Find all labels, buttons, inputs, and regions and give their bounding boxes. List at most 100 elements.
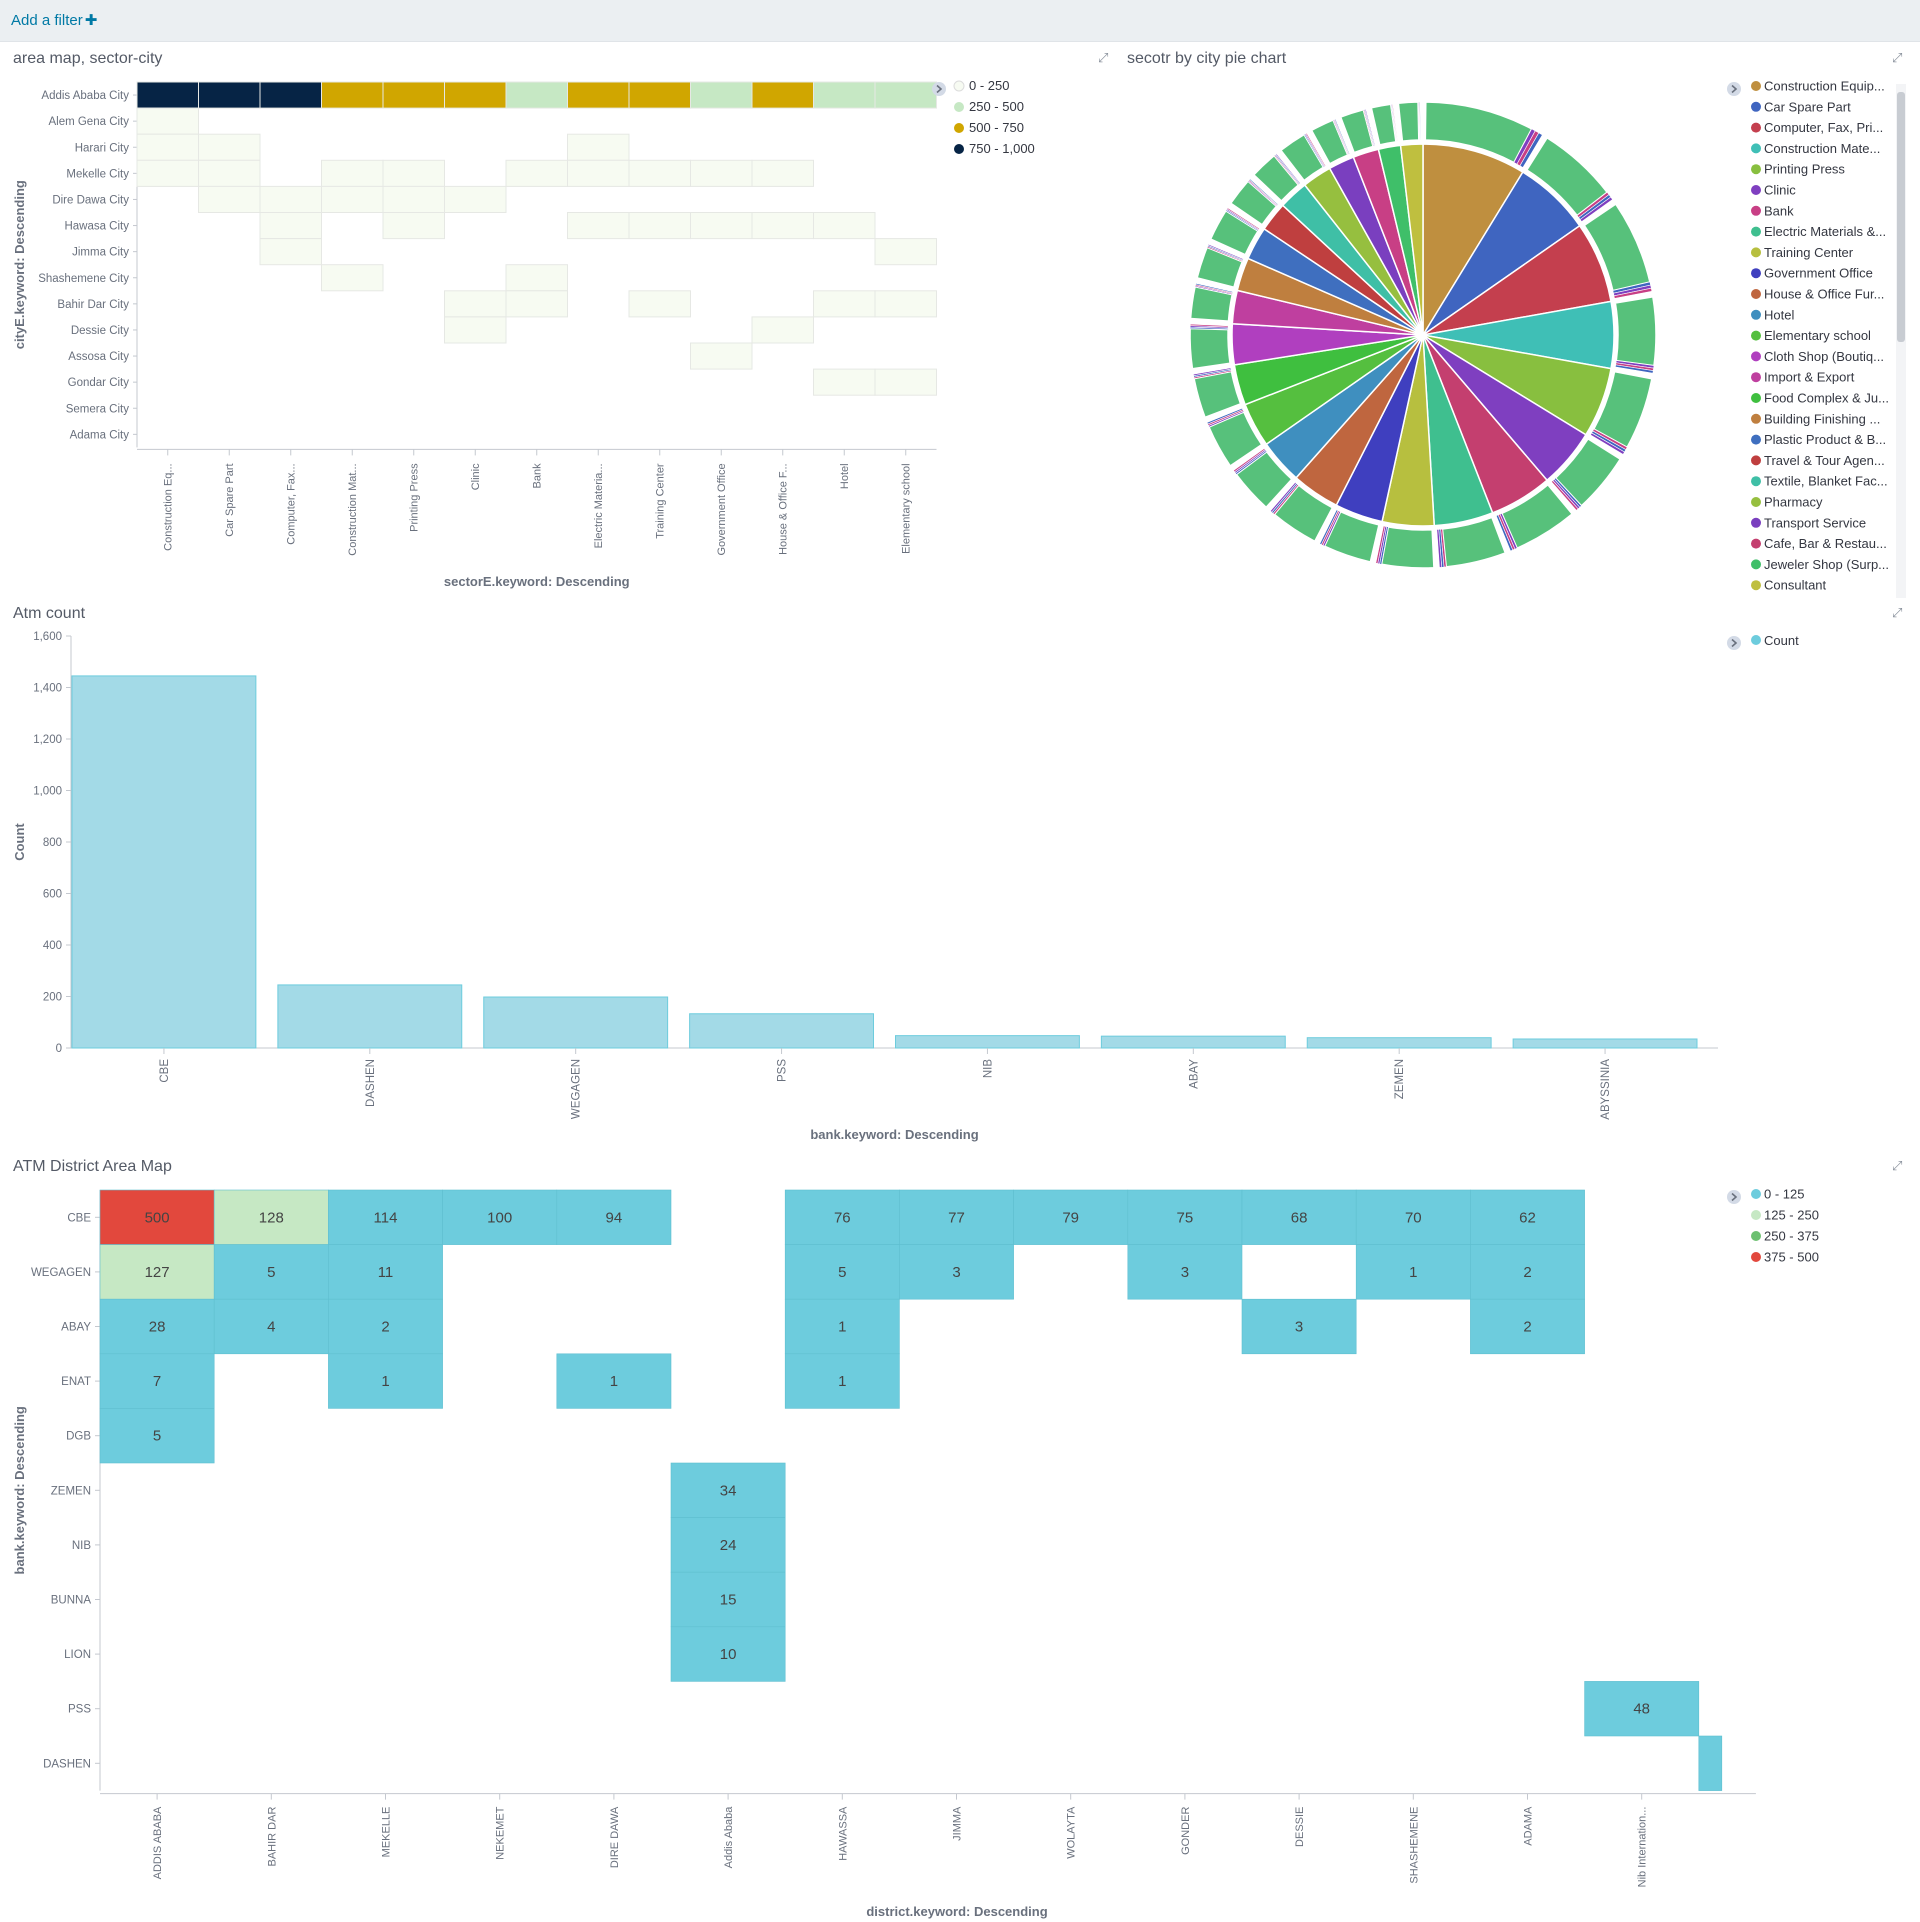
heatmap-cell[interactable] bbox=[784, 1353, 900, 1409]
bar[interactable] bbox=[71, 675, 257, 1049]
pie-ring-slice[interactable] bbox=[1519, 132, 1543, 168]
heatmap-cell[interactable] bbox=[690, 212, 753, 240]
heatmap-cell[interactable] bbox=[751, 159, 814, 187]
heatmap-cell[interactable] bbox=[1698, 1735, 1723, 1791]
heatmap-cell[interactable] bbox=[556, 1353, 672, 1409]
legend-swatch[interactable] bbox=[1751, 393, 1761, 403]
pie-ring-slice[interactable] bbox=[1248, 178, 1279, 206]
heatmap-cell[interactable] bbox=[1470, 1298, 1585, 1355]
pie-ring-slice[interactable] bbox=[1207, 243, 1244, 261]
heatmap-cell[interactable] bbox=[444, 316, 507, 344]
legend-swatch[interactable] bbox=[1751, 635, 1761, 645]
legend-toggle-circle[interactable] bbox=[1727, 1190, 1741, 1204]
heatmap-cell[interactable] bbox=[136, 81, 199, 109]
heatmap-cell[interactable] bbox=[567, 81, 630, 109]
chevron-right-icon[interactable] bbox=[936, 84, 943, 94]
chevron-right-icon[interactable] bbox=[1731, 638, 1738, 648]
pie-slice[interactable] bbox=[1399, 143, 1424, 336]
pie-ring-slice[interactable] bbox=[1193, 370, 1242, 419]
legend-swatch[interactable] bbox=[1751, 517, 1761, 528]
heatmap-cell[interactable] bbox=[99, 1353, 215, 1409]
bar[interactable] bbox=[895, 1035, 1080, 1049]
pie-ring-slice[interactable] bbox=[1613, 287, 1653, 299]
pie-ring-slice[interactable] bbox=[1590, 432, 1625, 455]
heatmap-cell[interactable] bbox=[213, 1189, 329, 1245]
legend-swatch[interactable] bbox=[1751, 1210, 1761, 1220]
pie-ring-slice[interactable] bbox=[1614, 295, 1657, 367]
pie-ring-slice[interactable] bbox=[1550, 480, 1579, 511]
pie-ring-slice[interactable] bbox=[1192, 367, 1232, 377]
bar[interactable] bbox=[1512, 1038, 1698, 1049]
pie-ring-slice[interactable] bbox=[1436, 529, 1443, 568]
bar[interactable] bbox=[483, 996, 669, 1049]
heatmap-cell[interactable] bbox=[751, 316, 814, 344]
legend-swatch[interactable] bbox=[1751, 434, 1761, 445]
legend-swatch[interactable] bbox=[1751, 268, 1761, 279]
heatmap-cell[interactable] bbox=[328, 1189, 443, 1245]
bar[interactable] bbox=[277, 984, 463, 1049]
pie-ring-slice[interactable] bbox=[1275, 153, 1301, 185]
legend-swatch[interactable] bbox=[1751, 538, 1761, 549]
legend-swatch[interactable] bbox=[1751, 205, 1761, 216]
heatmap-cell[interactable] bbox=[628, 159, 691, 187]
bar[interactable] bbox=[1306, 1037, 1492, 1049]
heatmap-cell[interactable] bbox=[136, 107, 199, 135]
heatmap-cell[interactable] bbox=[1355, 1189, 1471, 1245]
heatmap-cell[interactable] bbox=[99, 1408, 215, 1464]
heatmap-cell[interactable] bbox=[751, 81, 814, 109]
legend-swatch[interactable] bbox=[954, 102, 964, 112]
legend-swatch[interactable] bbox=[954, 123, 964, 133]
legend-swatch[interactable] bbox=[1751, 1252, 1761, 1262]
heatmap-cell[interactable] bbox=[136, 133, 199, 161]
heatmap-cell[interactable] bbox=[874, 238, 937, 266]
heatmap-cell[interactable] bbox=[321, 159, 384, 187]
heatmap-cell[interactable] bbox=[567, 159, 630, 187]
heatmap-cell[interactable] bbox=[259, 212, 322, 240]
pie-ring-slice[interactable] bbox=[1334, 118, 1351, 155]
pie-ring-slice[interactable] bbox=[1495, 514, 1514, 552]
heatmap-cell[interactable] bbox=[690, 81, 753, 109]
pie-ring-slice[interactable] bbox=[1615, 364, 1654, 374]
heatmap-cell[interactable] bbox=[690, 159, 753, 187]
bar[interactable] bbox=[1100, 1035, 1286, 1049]
pie-ring-slice[interactable] bbox=[1189, 327, 1231, 370]
heatmap-cell[interactable] bbox=[813, 81, 876, 109]
pie-ring-slice[interactable] bbox=[1189, 323, 1229, 328]
heatmap-cell[interactable] bbox=[505, 81, 568, 109]
heatmap-cell[interactable] bbox=[136, 159, 199, 187]
legend-swatch[interactable] bbox=[1751, 122, 1761, 133]
heatmap-cell[interactable] bbox=[382, 81, 445, 109]
legend-swatch[interactable] bbox=[1751, 185, 1761, 195]
legend-swatch[interactable] bbox=[1751, 351, 1761, 362]
heatmap-cell[interactable] bbox=[198, 159, 261, 187]
heatmap-cell[interactable] bbox=[382, 159, 445, 187]
legend-toggle-circle[interactable] bbox=[1727, 82, 1741, 96]
heatmap-cell[interactable] bbox=[321, 264, 384, 292]
heatmap-cell[interactable] bbox=[874, 290, 937, 318]
legend-toggle-icon[interactable] bbox=[932, 82, 946, 96]
legend-swatch[interactable] bbox=[1751, 455, 1761, 466]
legend-swatch[interactable] bbox=[1751, 247, 1761, 258]
heatmap-cell[interactable] bbox=[259, 185, 322, 213]
legend-swatch[interactable] bbox=[1751, 289, 1761, 299]
pie-ring-slice[interactable] bbox=[1441, 516, 1507, 568]
heatmap-cell[interactable] bbox=[1470, 1189, 1585, 1245]
heatmap-cell[interactable] bbox=[899, 1189, 1014, 1245]
heatmap-cell[interactable] bbox=[321, 81, 384, 109]
heatmap-cell[interactable] bbox=[1355, 1244, 1471, 1300]
heatmap-cell[interactable] bbox=[556, 1189, 672, 1245]
heatmap-cell[interactable] bbox=[321, 185, 384, 213]
pie-ring-slice[interactable] bbox=[1397, 101, 1420, 142]
expand-icon[interactable]: ⤢ bbox=[1892, 1158, 1903, 1173]
heatmap-cell[interactable] bbox=[751, 212, 814, 240]
heatmap-cell[interactable] bbox=[670, 1462, 786, 1518]
pie-ring-slice[interactable] bbox=[1233, 447, 1266, 473]
heatmap-cell[interactable] bbox=[813, 368, 876, 396]
heatmap-cell[interactable] bbox=[1241, 1298, 1357, 1355]
legend-swatch[interactable] bbox=[1751, 497, 1761, 507]
heatmap-cell[interactable] bbox=[505, 264, 568, 292]
heatmap-cell[interactable] bbox=[382, 185, 445, 213]
expand-icon[interactable]: ⤢ bbox=[1892, 605, 1903, 620]
heatmap-cell[interactable] bbox=[198, 81, 261, 109]
legend-swatch[interactable] bbox=[1751, 81, 1761, 91]
